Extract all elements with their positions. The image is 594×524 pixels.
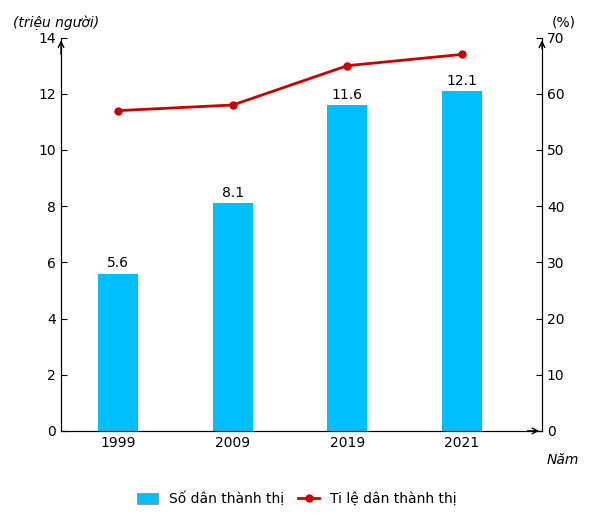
Ti lệ dân thành thị	[115, 107, 122, 114]
Bar	[327, 105, 367, 431]
Bar	[98, 274, 138, 431]
Text: Năm: Năm	[547, 453, 579, 466]
Text: 11.6: 11.6	[332, 88, 363, 102]
Ti lệ dân thành thị	[229, 102, 236, 108]
Ti lệ dân thành thị	[344, 62, 351, 69]
Text: 5.6: 5.6	[108, 256, 129, 270]
Ti lệ dân thành thị	[459, 51, 466, 58]
Bar	[213, 203, 253, 431]
Text: 8.1: 8.1	[222, 186, 244, 200]
Bar	[442, 91, 482, 431]
Text: (%): (%)	[552, 16, 576, 30]
Line: Ti lệ dân thành thị: Ti lệ dân thành thị	[115, 51, 465, 114]
Legend: Số dân thành thị, Ti lệ dân thành thị: Số dân thành thị, Ti lệ dân thành thị	[132, 486, 462, 512]
Text: (triệu người): (triệu người)	[13, 15, 99, 30]
Text: 12.1: 12.1	[447, 73, 478, 88]
